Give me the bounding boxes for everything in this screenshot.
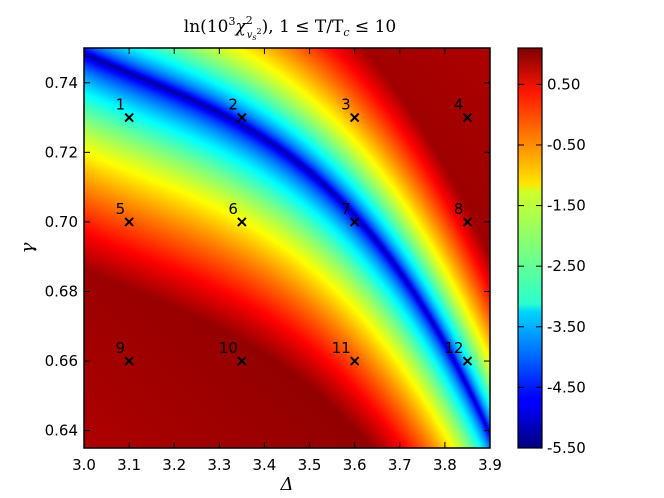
x-marker bbox=[237, 217, 247, 227]
point-label: 4 bbox=[454, 96, 464, 114]
y-tick-label: 0.66 bbox=[45, 352, 78, 370]
colorbar-tick-label: -4.50 bbox=[547, 378, 586, 396]
x-tick-label: 3.4 bbox=[253, 456, 277, 474]
y-tick-label: 0.68 bbox=[45, 282, 78, 300]
y-tick-labels: 0.64 0.66 0.68 0.70 0.72 0.74 bbox=[45, 74, 78, 440]
point-label: 8 bbox=[454, 200, 464, 218]
chart-title: ln(103χ2 vs2), 1 ≤ T/Tc ≤ 10 bbox=[184, 14, 396, 42]
point-label: 10 bbox=[219, 339, 238, 357]
x-marker bbox=[124, 356, 134, 366]
point-label: 11 bbox=[332, 339, 351, 357]
colorbar-frame bbox=[517, 47, 543, 449]
x-marker bbox=[462, 217, 473, 227]
data-point-10: 10 bbox=[219, 339, 247, 366]
data-point-8: 8 bbox=[454, 200, 473, 227]
axis-ticks bbox=[83, 48, 491, 448]
data-point-7: 7 bbox=[341, 200, 360, 227]
x-tick-labels: 3.0 3.1 3.2 3.3 3.4 3.5 3.6 3.7 3.8 3.9 bbox=[72, 456, 502, 474]
point-label: 2 bbox=[228, 96, 238, 114]
data-points: 1 2 3 45 6 7 89 10 11 12 bbox=[116, 96, 473, 366]
point-label: 6 bbox=[228, 200, 238, 218]
data-point-3: 3 bbox=[341, 96, 360, 123]
colorbar bbox=[518, 48, 542, 448]
point-label: 9 bbox=[116, 339, 126, 357]
x-axis-label: Δ bbox=[280, 474, 294, 495]
y-tick-label: 0.74 bbox=[45, 74, 78, 92]
x-tick-label: 3.8 bbox=[433, 456, 457, 474]
colorbar-tick-label: -1.50 bbox=[547, 197, 586, 215]
heatmap-image bbox=[84, 48, 490, 448]
data-point-9: 9 bbox=[116, 339, 134, 366]
x-marker bbox=[349, 356, 360, 366]
colorbar-tick-label: 0.50 bbox=[547, 75, 580, 93]
point-label: 3 bbox=[341, 96, 351, 114]
x-marker bbox=[124, 112, 134, 123]
colorbar-tick-label: -2.50 bbox=[547, 257, 586, 275]
data-point-6: 6 bbox=[228, 200, 247, 227]
point-label: 1 bbox=[116, 96, 126, 114]
data-point-12: 12 bbox=[444, 339, 473, 366]
x-marker bbox=[462, 112, 473, 123]
y-axis-label: γ bbox=[17, 242, 38, 253]
point-label: 7 bbox=[341, 200, 351, 218]
data-point-5: 5 bbox=[116, 200, 134, 227]
x-tick-label: 3.3 bbox=[207, 456, 231, 474]
x-tick-label: 3.9 bbox=[478, 456, 502, 474]
x-marker bbox=[349, 112, 360, 123]
x-marker bbox=[237, 356, 247, 366]
x-marker bbox=[349, 217, 360, 227]
x-marker bbox=[462, 356, 473, 366]
x-tick-label: 3.0 bbox=[72, 456, 96, 474]
colorbar-tick-label: -3.50 bbox=[547, 318, 586, 336]
point-label: 12 bbox=[444, 339, 463, 357]
y-tick-label: 0.72 bbox=[45, 143, 78, 161]
heatmap-field bbox=[84, 48, 490, 448]
data-point-1: 1 bbox=[116, 96, 134, 123]
x-marker bbox=[124, 217, 134, 227]
x-tick-label: 3.2 bbox=[162, 456, 186, 474]
colorbar-tick-label: -5.50 bbox=[547, 439, 586, 457]
x-tick-label: 3.6 bbox=[343, 456, 367, 474]
x-tick-label: 3.7 bbox=[388, 456, 412, 474]
data-point-11: 11 bbox=[332, 339, 360, 366]
y-tick-label: 0.70 bbox=[45, 213, 78, 231]
data-point-4: 4 bbox=[454, 96, 473, 123]
y-tick-label: 0.64 bbox=[45, 422, 78, 440]
x-tick-label: 3.1 bbox=[117, 456, 141, 474]
plot-frame bbox=[83, 47, 491, 449]
data-point-2: 2 bbox=[228, 96, 247, 123]
colorbar-tick-label: -0.50 bbox=[547, 136, 586, 154]
colorbar-ticks: 0.50 -0.50 -1.50 -2.50 -3.50 -4.50 -5.50 bbox=[518, 75, 586, 457]
x-marker bbox=[237, 112, 247, 123]
point-label: 5 bbox=[116, 200, 126, 218]
x-tick-label: 3.5 bbox=[298, 456, 322, 474]
